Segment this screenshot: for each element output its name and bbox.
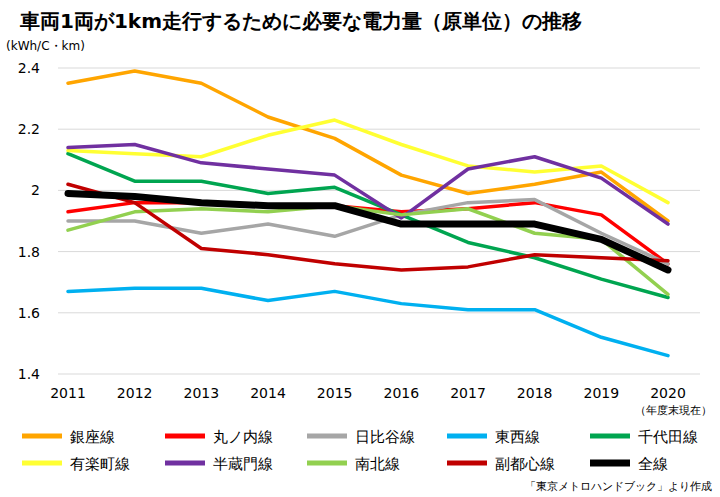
legend-label: 半蔵門線 — [213, 455, 273, 473]
x-tick-label: 2014 — [250, 385, 286, 401]
legend-swatch — [590, 460, 630, 467]
lines — [68, 71, 668, 356]
legend-label: 銀座線 — [70, 428, 115, 446]
legend-label: 千代田線 — [638, 428, 698, 446]
legend-swatch — [307, 434, 347, 439]
legend-label: 副都心線 — [495, 455, 555, 473]
x-tick-label: 2019 — [584, 385, 620, 401]
x-tick-label: 2018 — [517, 385, 553, 401]
legend-swatch — [22, 434, 62, 439]
y-tick-label: 2 — [31, 182, 40, 198]
y-tick-label: 1.8 — [18, 244, 40, 260]
x-tick-label: 2015 — [317, 385, 353, 401]
source-note: 「東京メトロハンドブック」より作成 — [525, 480, 712, 493]
legend-swatch — [447, 434, 487, 439]
grid-line — [58, 312, 700, 313]
x-tick-label: 2017 — [450, 385, 486, 401]
legend-label: 丸ノ内線 — [213, 428, 273, 446]
series-line — [68, 154, 668, 298]
legend-swatch — [447, 461, 487, 466]
x-tick-label: 2020 — [650, 385, 686, 401]
chart: 車両1両が1km走行するために必要な電力量（原単位）の推移 (kWh/C・km) 1… — [0, 0, 720, 497]
legend-swatch — [22, 461, 62, 466]
legend-swatch — [165, 434, 205, 439]
series-line — [68, 288, 668, 355]
x-tick-label: 2012 — [117, 385, 153, 401]
legend-swatch — [590, 434, 630, 439]
legend-label: 全線 — [638, 455, 668, 473]
grid-line — [58, 374, 700, 375]
legend-label: 東西線 — [495, 428, 540, 446]
grid-line — [58, 68, 700, 69]
grid — [58, 68, 700, 374]
series-line — [68, 184, 668, 270]
y-tick-label: 2.2 — [18, 121, 40, 137]
x-tick-label: 2013 — [184, 385, 220, 401]
series-line — [68, 193, 668, 269]
x-tick-label: 2016 — [384, 385, 420, 401]
series-line — [68, 120, 668, 203]
legend: 銀座線 丸ノ内線 日比谷線 東西線 千代田線有楽町線 半蔵門線 南北線 副都心線 全線 — [22, 428, 698, 473]
x-tick-label: 2011 — [50, 385, 86, 401]
grid-line — [58, 129, 700, 130]
x-label: （年度末現在） — [635, 404, 712, 417]
title: 車両1両が1km走行するために必要な電力量（原単位）の推移 — [19, 9, 582, 33]
y-tick-label: 2.4 — [18, 60, 40, 76]
legend-swatch — [165, 461, 205, 466]
grid-line — [58, 251, 700, 252]
legend-label: 南北線 — [355, 455, 400, 473]
legend-label: 有楽町線 — [70, 455, 130, 473]
y-label: (kWh/C・km) — [6, 39, 85, 53]
legend-swatch — [307, 461, 347, 466]
grid-line — [58, 190, 700, 191]
legend-label: 日比谷線 — [355, 428, 415, 446]
y-tick-label: 1.6 — [18, 305, 40, 321]
y-tick-label: 1.4 — [18, 366, 40, 382]
